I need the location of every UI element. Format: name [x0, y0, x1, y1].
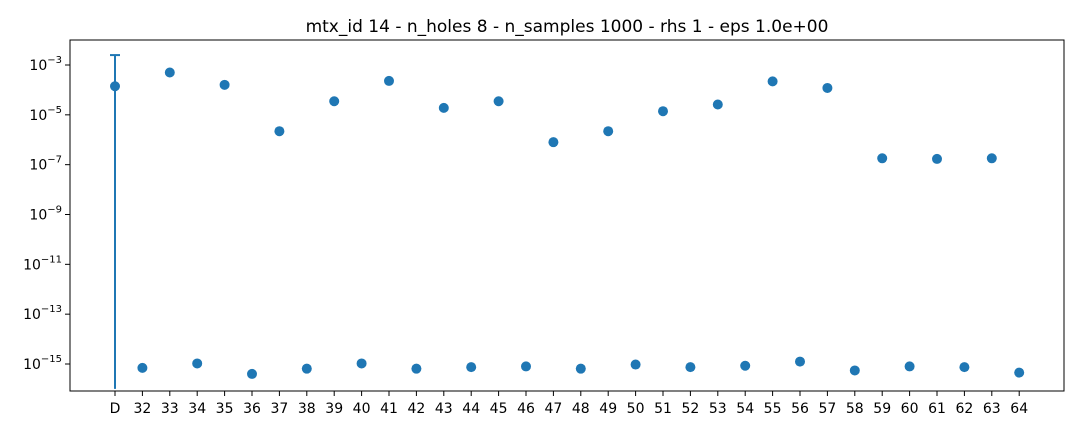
x-tick-label: 57	[818, 401, 836, 417]
x-tick-label: 41	[380, 401, 398, 417]
data-point-35	[219, 79, 230, 90]
x-tick-label: 58	[846, 401, 864, 417]
x-tick-label: 56	[791, 401, 809, 417]
x-tick-label: 60	[901, 401, 919, 417]
data-point-59	[877, 153, 888, 164]
x-tick-label: 39	[325, 401, 343, 417]
data-point-51	[658, 106, 668, 117]
data-point-42	[411, 363, 422, 374]
x-tick-label: 53	[709, 401, 727, 417]
data-point-63	[986, 153, 997, 164]
data-point-53	[712, 99, 723, 110]
x-axis: D 32 33 34 35 36 37 38 39 40 41 42 43 44 45 46 47 48 49 50 5…	[110, 391, 1028, 417]
data-point-39	[329, 96, 340, 107]
data-point-56	[795, 356, 805, 367]
y-tick-label: 10−5	[29, 105, 62, 124]
data-point-33	[164, 67, 175, 78]
x-tick-label: 42	[407, 401, 425, 417]
x-tick-label: 63	[983, 401, 1001, 417]
data-point-54	[740, 360, 751, 371]
x-tick-label: 35	[216, 401, 234, 417]
error-bars	[110, 54, 120, 389]
data-point-57	[822, 82, 833, 93]
x-tick-label: 33	[161, 401, 179, 417]
data-point-52	[685, 362, 696, 373]
x-tick-label: 54	[736, 401, 754, 417]
x-tick-label: 40	[353, 401, 371, 417]
data-point-41	[384, 75, 394, 86]
data-point-47	[548, 137, 559, 148]
x-tick-label: 36	[243, 401, 261, 417]
x-tick-label: 62	[955, 401, 973, 417]
x-tick-label: 38	[298, 401, 316, 417]
data-point-61	[932, 153, 942, 164]
x-tick-label: 55	[764, 401, 782, 417]
x-tick-label: 49	[599, 401, 617, 417]
data-point-34	[192, 358, 203, 369]
data-point-36	[247, 368, 257, 379]
data-point-D	[110, 81, 120, 92]
x-tick-label: 50	[627, 401, 645, 417]
data-point-38	[301, 363, 312, 374]
x-tick-label: 47	[544, 401, 562, 417]
data-point-60	[904, 361, 915, 372]
data-point-44	[466, 362, 477, 373]
x-tick-label: 48	[572, 401, 590, 417]
data-point-45	[493, 96, 504, 107]
x-tick-label: 51	[654, 401, 672, 417]
x-tick-label: D	[110, 401, 121, 417]
data-point-62	[959, 362, 970, 373]
data-point-48	[575, 363, 586, 374]
plot-area-frame	[69, 39, 1065, 392]
y-tick-label: 10−7	[29, 155, 62, 174]
x-tick-label: 37	[270, 401, 288, 417]
data-point-32	[137, 362, 148, 373]
data-point-43	[438, 102, 449, 113]
x-tick-label: 43	[435, 401, 453, 417]
x-tick-label: 52	[681, 401, 699, 417]
x-tick-label: 34	[188, 401, 206, 417]
y-tick-label: 10−15	[23, 354, 62, 373]
y-tick-label: 10−13	[23, 304, 62, 323]
data-point-55	[767, 76, 778, 87]
y-axis: 10−3 10−5 10−7 10−9 10−11 10−13 10−15	[23, 55, 70, 373]
x-tick-label: 32	[133, 401, 151, 417]
x-tick-label: 59	[873, 401, 891, 417]
data-point-46	[521, 361, 531, 372]
x-tick-label: 44	[462, 401, 480, 417]
data-point-40	[356, 358, 367, 369]
x-tick-label: 64	[1010, 401, 1028, 417]
x-tick-label: 46	[517, 401, 535, 417]
y-tick-label: 10−9	[29, 205, 62, 224]
data-point-64	[1014, 367, 1025, 378]
data-points	[110, 67, 1025, 379]
y-tick-label: 10−3	[29, 55, 62, 74]
data-point-58	[849, 365, 860, 376]
y-tick-label: 10−11	[23, 254, 62, 273]
data-point-49	[603, 126, 614, 137]
chart-title: mtx_id 14 - n_holes 8 - n_samples 1000 -…	[306, 17, 829, 37]
x-tick-label: 61	[928, 401, 946, 417]
x-tick-label: 45	[490, 401, 508, 417]
data-point-50	[630, 359, 641, 370]
data-point-37	[274, 126, 285, 137]
